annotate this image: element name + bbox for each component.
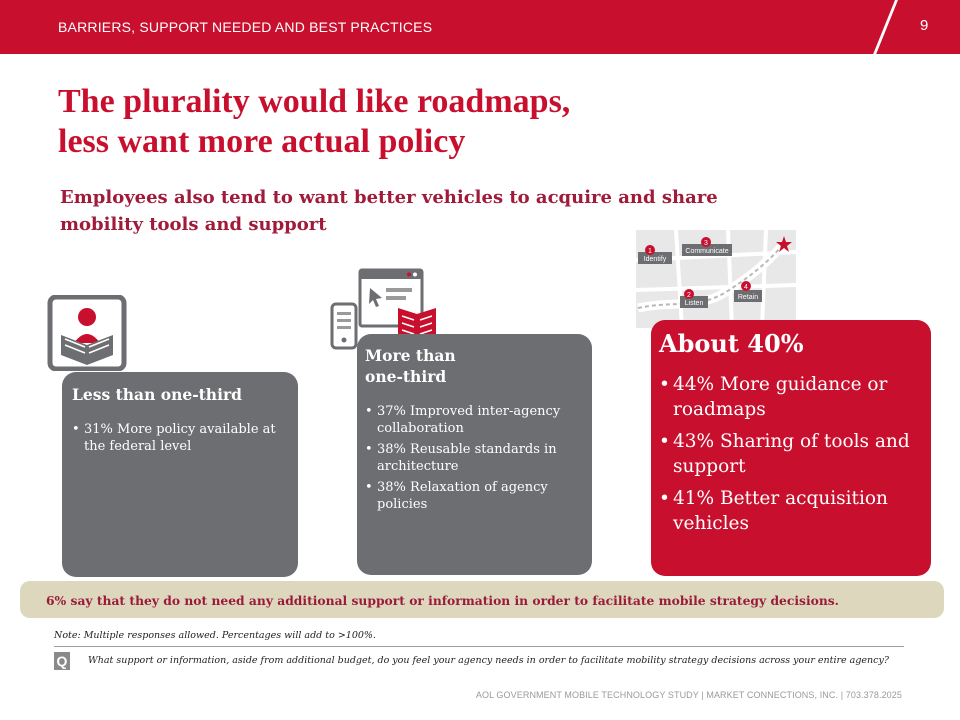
list-item: 44% More guidance or roadmaps <box>659 372 921 422</box>
card-list: 31% More policy available at the federal… <box>72 421 286 455</box>
map-number-1: 1 <box>648 248 652 255</box>
map-number-4: 4 <box>744 284 748 291</box>
slide-subtitle: Employees also tend to want better vehic… <box>60 184 880 238</box>
callout-banner: 6% say that they do not need any additio… <box>20 581 944 618</box>
card-list: 37% Improved inter-agency collaboration … <box>365 404 582 513</box>
list-item: 38% Relaxation of agency policies <box>365 480 582 513</box>
slide-title: The plurality would like roadmaps, less … <box>58 82 898 162</box>
map-label-retain: Retain <box>738 294 758 301</box>
map-number-3: 3 <box>704 240 708 247</box>
roadmap-icon: 1 Identify 3 Communicate 2 Listen 4 Reta… <box>636 230 796 328</box>
card-about-40-percent: About 40% 44% More guidance or roadmaps … <box>651 320 931 576</box>
card-heading: Less than one-third <box>72 385 242 404</box>
slide-title-line-1: The plurality would like roadmaps, <box>58 83 571 120</box>
list-item: 38% Reusable standards in architecture <box>365 442 582 475</box>
section-title: BARRIERS, SUPPORT NEEDED AND BEST PRACTI… <box>58 19 433 35</box>
map-label-identify: Identify <box>644 256 667 263</box>
person-reading-icon <box>47 295 127 371</box>
slide-subtitle-line-2: mobility tools and support <box>60 214 327 235</box>
slide-subtitle-line-1: Employees also tend to want better vehic… <box>60 187 718 208</box>
card-more-than-one-third: More than one-third 37% Improved inter-a… <box>357 334 592 575</box>
callout-text: 6% say that they do not need any additio… <box>46 593 839 608</box>
map-number-2: 2 <box>687 292 691 299</box>
header-bar: BARRIERS, SUPPORT NEEDED AND BEST PRACTI… <box>0 0 960 54</box>
card-list: 44% More guidance or roadmaps 43% Sharin… <box>659 372 921 536</box>
card-less-than-one-third: Less than one-third 31% More policy avai… <box>62 372 298 577</box>
slide-title-line-2: less want more actual policy <box>58 123 466 160</box>
divider <box>54 646 904 647</box>
list-item: 41% Better acquisition vehicles <box>659 486 921 536</box>
map-label-communicate: Communicate <box>685 248 728 255</box>
card-heading-line-1: More than <box>365 346 456 365</box>
card-heading-line-2: one-third <box>365 367 447 386</box>
question-badge: Q <box>54 652 70 670</box>
page-number-tab <box>873 0 960 54</box>
list-item: 31% More policy available at the federal… <box>72 421 286 455</box>
footnote: Note: Multiple responses allowed. Percen… <box>54 630 376 641</box>
footer-credit: AOL GOVERNMENT MOBILE TECHNOLOGY STUDY |… <box>475 690 902 700</box>
card-heading: About 40% <box>659 329 804 358</box>
list-item: 37% Improved inter-agency collaboration <box>365 404 582 437</box>
card-heading: More than one-third <box>365 345 582 387</box>
list-item: 43% Sharing of tools and support <box>659 429 921 479</box>
survey-question: What support or information, aside from … <box>88 655 889 666</box>
page-number: 9 <box>920 17 929 34</box>
map-label-listen: Listen <box>685 300 704 307</box>
